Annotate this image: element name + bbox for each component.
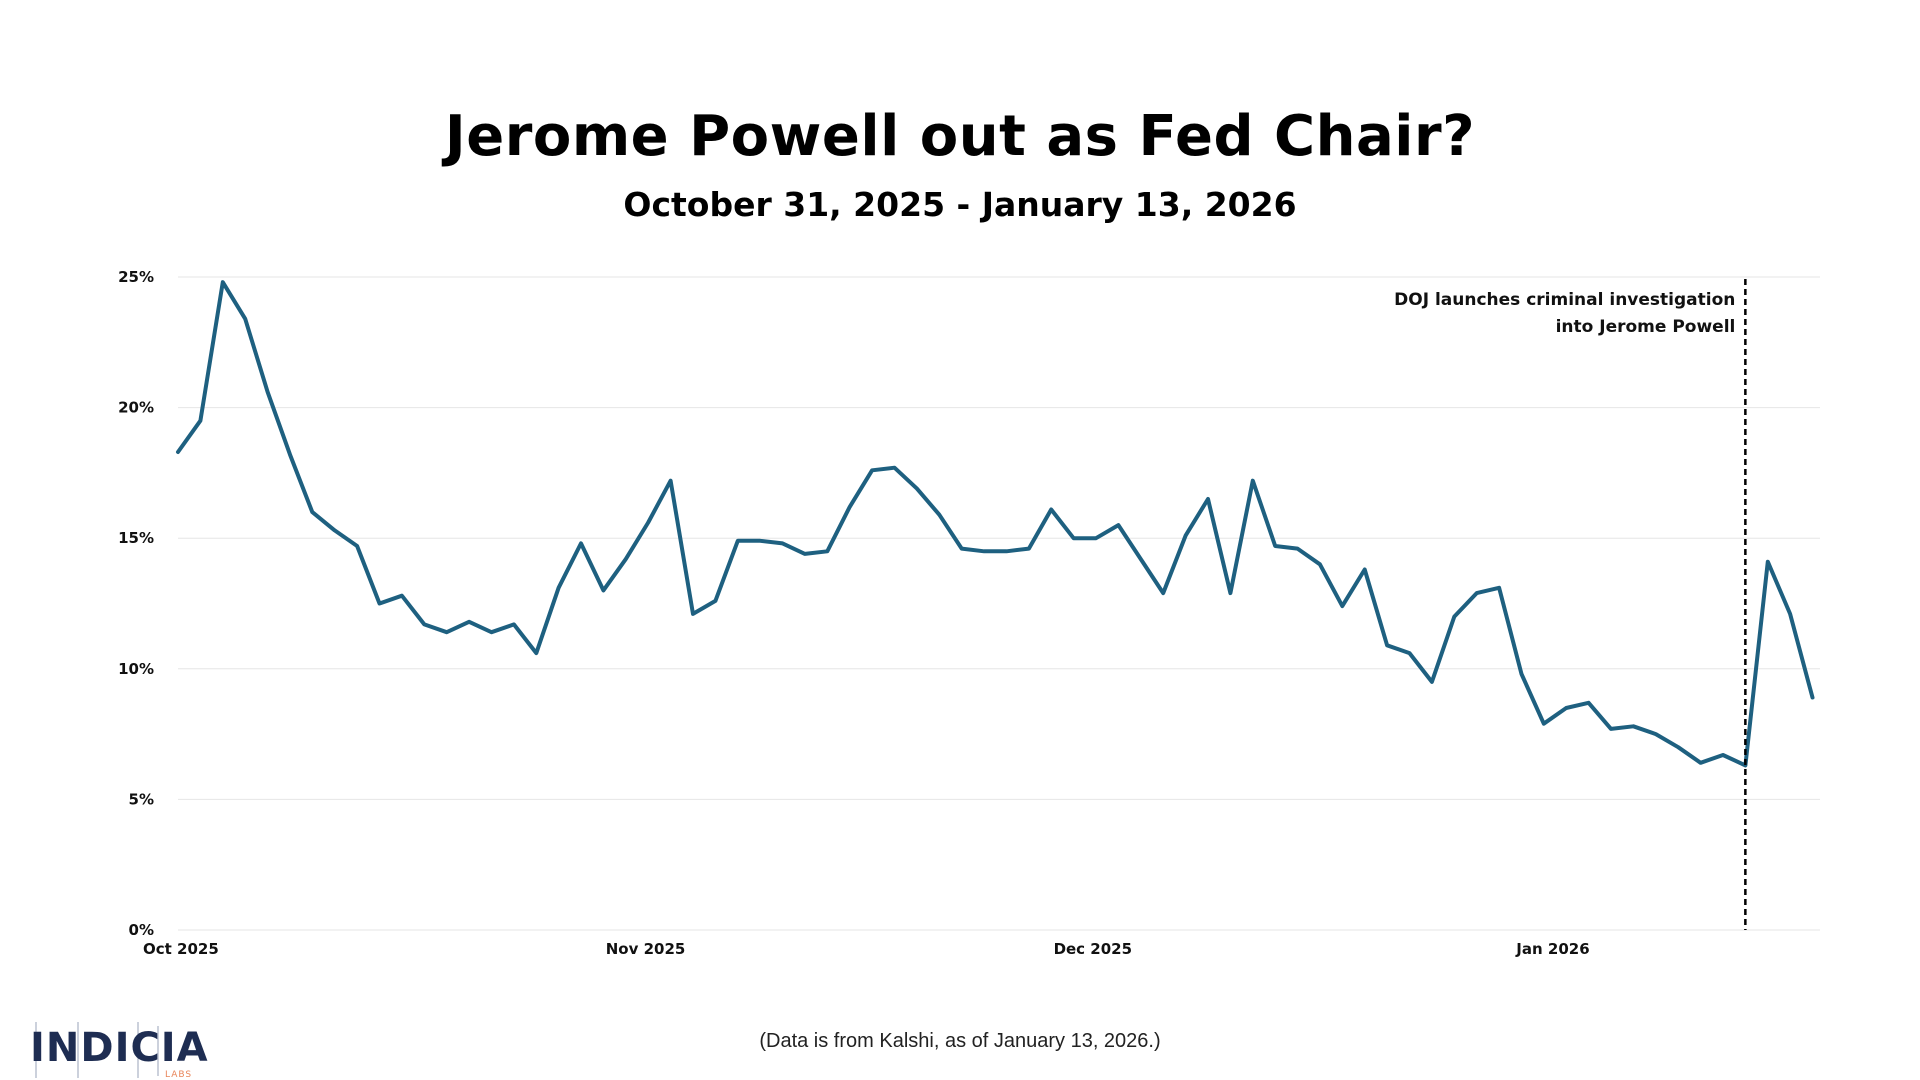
x-tick-label: Nov 2025 xyxy=(606,940,686,958)
data-source-note: (Data is from Kalshi, as of January 13, … xyxy=(759,1030,1161,1052)
logo-wordmark: INDICIA xyxy=(30,1025,209,1071)
probability-line xyxy=(176,280,1815,768)
x-tick-label: Dec 2025 xyxy=(1054,940,1133,958)
x-tick-label: Oct 2025 xyxy=(143,940,219,958)
annotation-text: DOJ launches criminal investigation xyxy=(1394,290,1735,310)
y-tick-label: 20% xyxy=(118,399,154,417)
y-tick-label: 25% xyxy=(118,268,154,286)
indicia-labs-logo: INDICIA LABS xyxy=(30,1020,210,1080)
y-tick-label: 5% xyxy=(129,790,154,808)
annotation-text: into Jerome Powell xyxy=(1556,317,1736,337)
chart-title: Jerome Powell out as Fed Chair? xyxy=(444,104,1476,169)
y-tick-label: 15% xyxy=(118,529,154,547)
chart-subtitle: October 31, 2025 - January 13, 2026 xyxy=(623,185,1297,224)
y-tick-label: 10% xyxy=(118,660,154,678)
logo-subtext: LABS xyxy=(165,1070,193,1080)
y-tick-label: 0% xyxy=(129,921,154,939)
logo-bars-icon xyxy=(35,1022,159,1078)
x-tick-label: Jan 2026 xyxy=(1515,940,1589,958)
